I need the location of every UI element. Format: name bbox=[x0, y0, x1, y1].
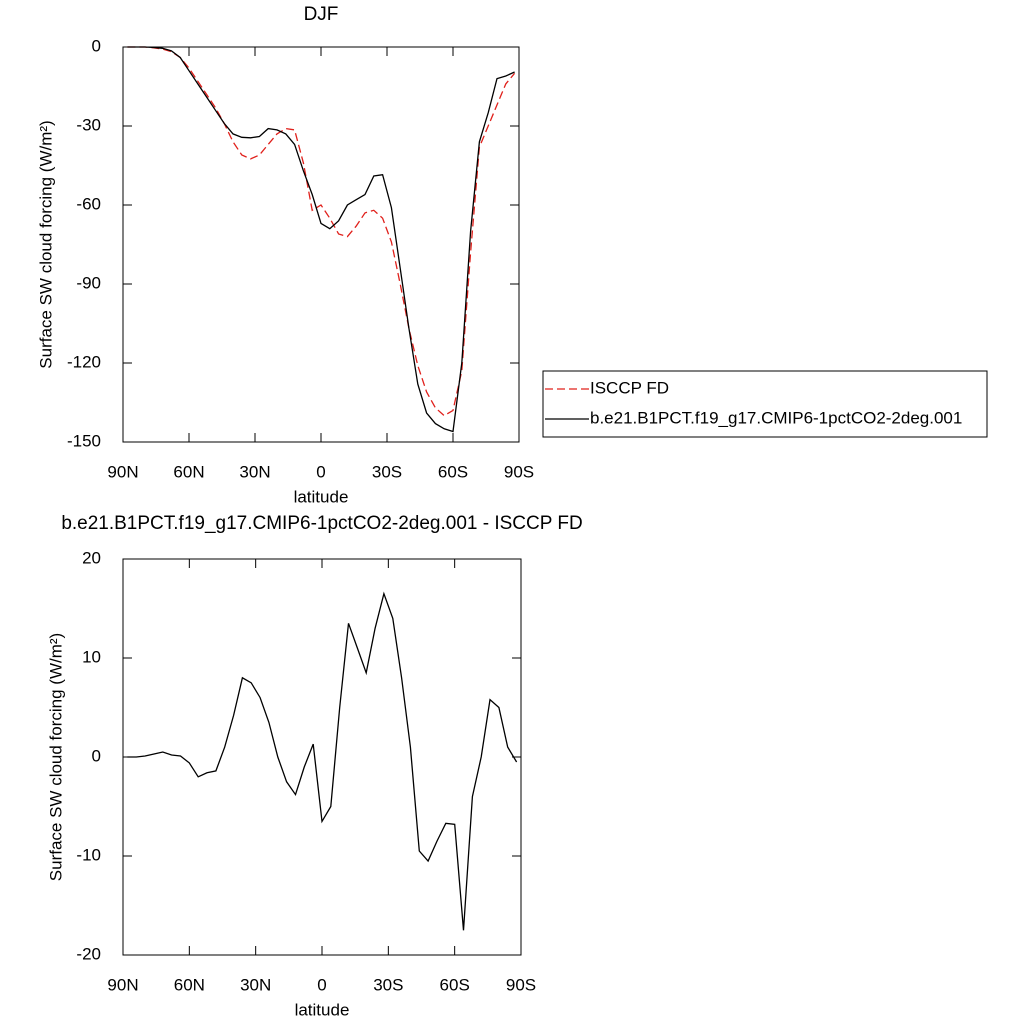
legend-label: b.e21.B1PCT.f19_g17.CMIP6-1pctCO2-2deg.0… bbox=[590, 408, 962, 427]
chart-title: DJF bbox=[304, 4, 339, 25]
x-tick-label: 90N bbox=[107, 975, 138, 994]
x-tick-label: 30N bbox=[240, 975, 271, 994]
data-line bbox=[127, 591, 518, 931]
data-line bbox=[127, 46, 516, 417]
x-tick-label: 30N bbox=[239, 462, 270, 481]
x-tick-label: 30S bbox=[373, 975, 403, 994]
y-tick-label: -90 bbox=[76, 273, 101, 292]
x-tick-label: 90S bbox=[504, 462, 534, 481]
x-tick-label: 60S bbox=[440, 975, 470, 994]
x-axis-label: latitude bbox=[295, 1000, 350, 1019]
legend-box bbox=[542, 370, 988, 438]
y-tick-label: -10 bbox=[76, 845, 101, 864]
y-tick-label: 0 bbox=[92, 36, 101, 55]
chart-title: b.e21.B1PCT.f19_g17.CMIP6-1pctCO2-2deg.0… bbox=[61, 513, 582, 534]
y-tick-label: -20 bbox=[76, 944, 101, 963]
y-tick-label: -30 bbox=[76, 115, 101, 134]
x-axis-label: latitude bbox=[294, 487, 349, 506]
x-tick-label: 30S bbox=[372, 462, 402, 481]
x-tick-label: 60N bbox=[173, 462, 204, 481]
legend-label: ISCCP FD bbox=[590, 378, 669, 397]
y-axis-label: Surface SW cloud forcing (W/m²) bbox=[46, 633, 65, 881]
y-tick-label: 0 bbox=[92, 746, 101, 765]
data-line bbox=[127, 46, 515, 433]
y-axis-label: Surface SW cloud forcing (W/m²) bbox=[36, 120, 55, 368]
x-tick-label: 60N bbox=[174, 975, 205, 994]
y-tick-label: 10 bbox=[82, 647, 101, 666]
y-tick-label: 20 bbox=[82, 548, 101, 567]
y-tick-label: -120 bbox=[67, 352, 101, 371]
y-tick-label: -150 bbox=[67, 431, 101, 450]
x-tick-label: 0 bbox=[317, 975, 326, 994]
x-tick-label: 60S bbox=[438, 462, 468, 481]
x-tick-label: 90N bbox=[107, 462, 138, 481]
x-tick-label: 0 bbox=[316, 462, 325, 481]
y-tick-label: -60 bbox=[76, 194, 101, 213]
x-tick-label: 90S bbox=[506, 975, 536, 994]
